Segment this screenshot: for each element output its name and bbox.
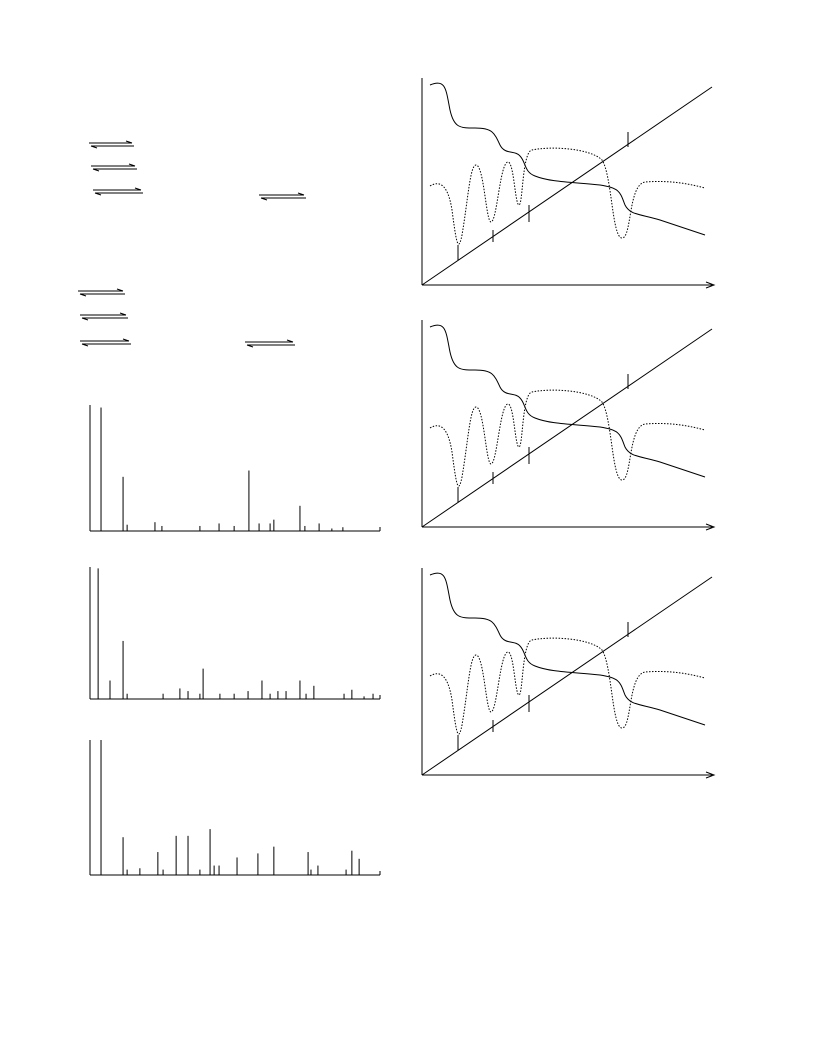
equilibrium-arrow (93, 187, 142, 191)
equilibrium-arrow (81, 317, 128, 321)
equilibrium-arrow (246, 344, 295, 348)
equilibrium-arrow (94, 192, 143, 196)
equilibrium-arrow (81, 343, 131, 347)
equilibrium-arrow (79, 293, 125, 297)
titration-panel (421, 567, 715, 779)
equilibrium-arrow (245, 339, 294, 343)
equilibrium-arrow (90, 145, 134, 149)
equilibrium-arrow (89, 140, 133, 144)
titration-panel (421, 319, 715, 531)
equilibrium-arrow (80, 338, 130, 342)
titration-panel (421, 77, 715, 289)
equilibrium-arrow (80, 312, 127, 316)
equilibrium-arrow (260, 197, 306, 201)
equilibrium-arrow (78, 288, 124, 292)
equilibrium-arrow (91, 163, 136, 167)
equilibrium-arrow (259, 192, 305, 196)
equilibrium-arrow (92, 168, 137, 172)
